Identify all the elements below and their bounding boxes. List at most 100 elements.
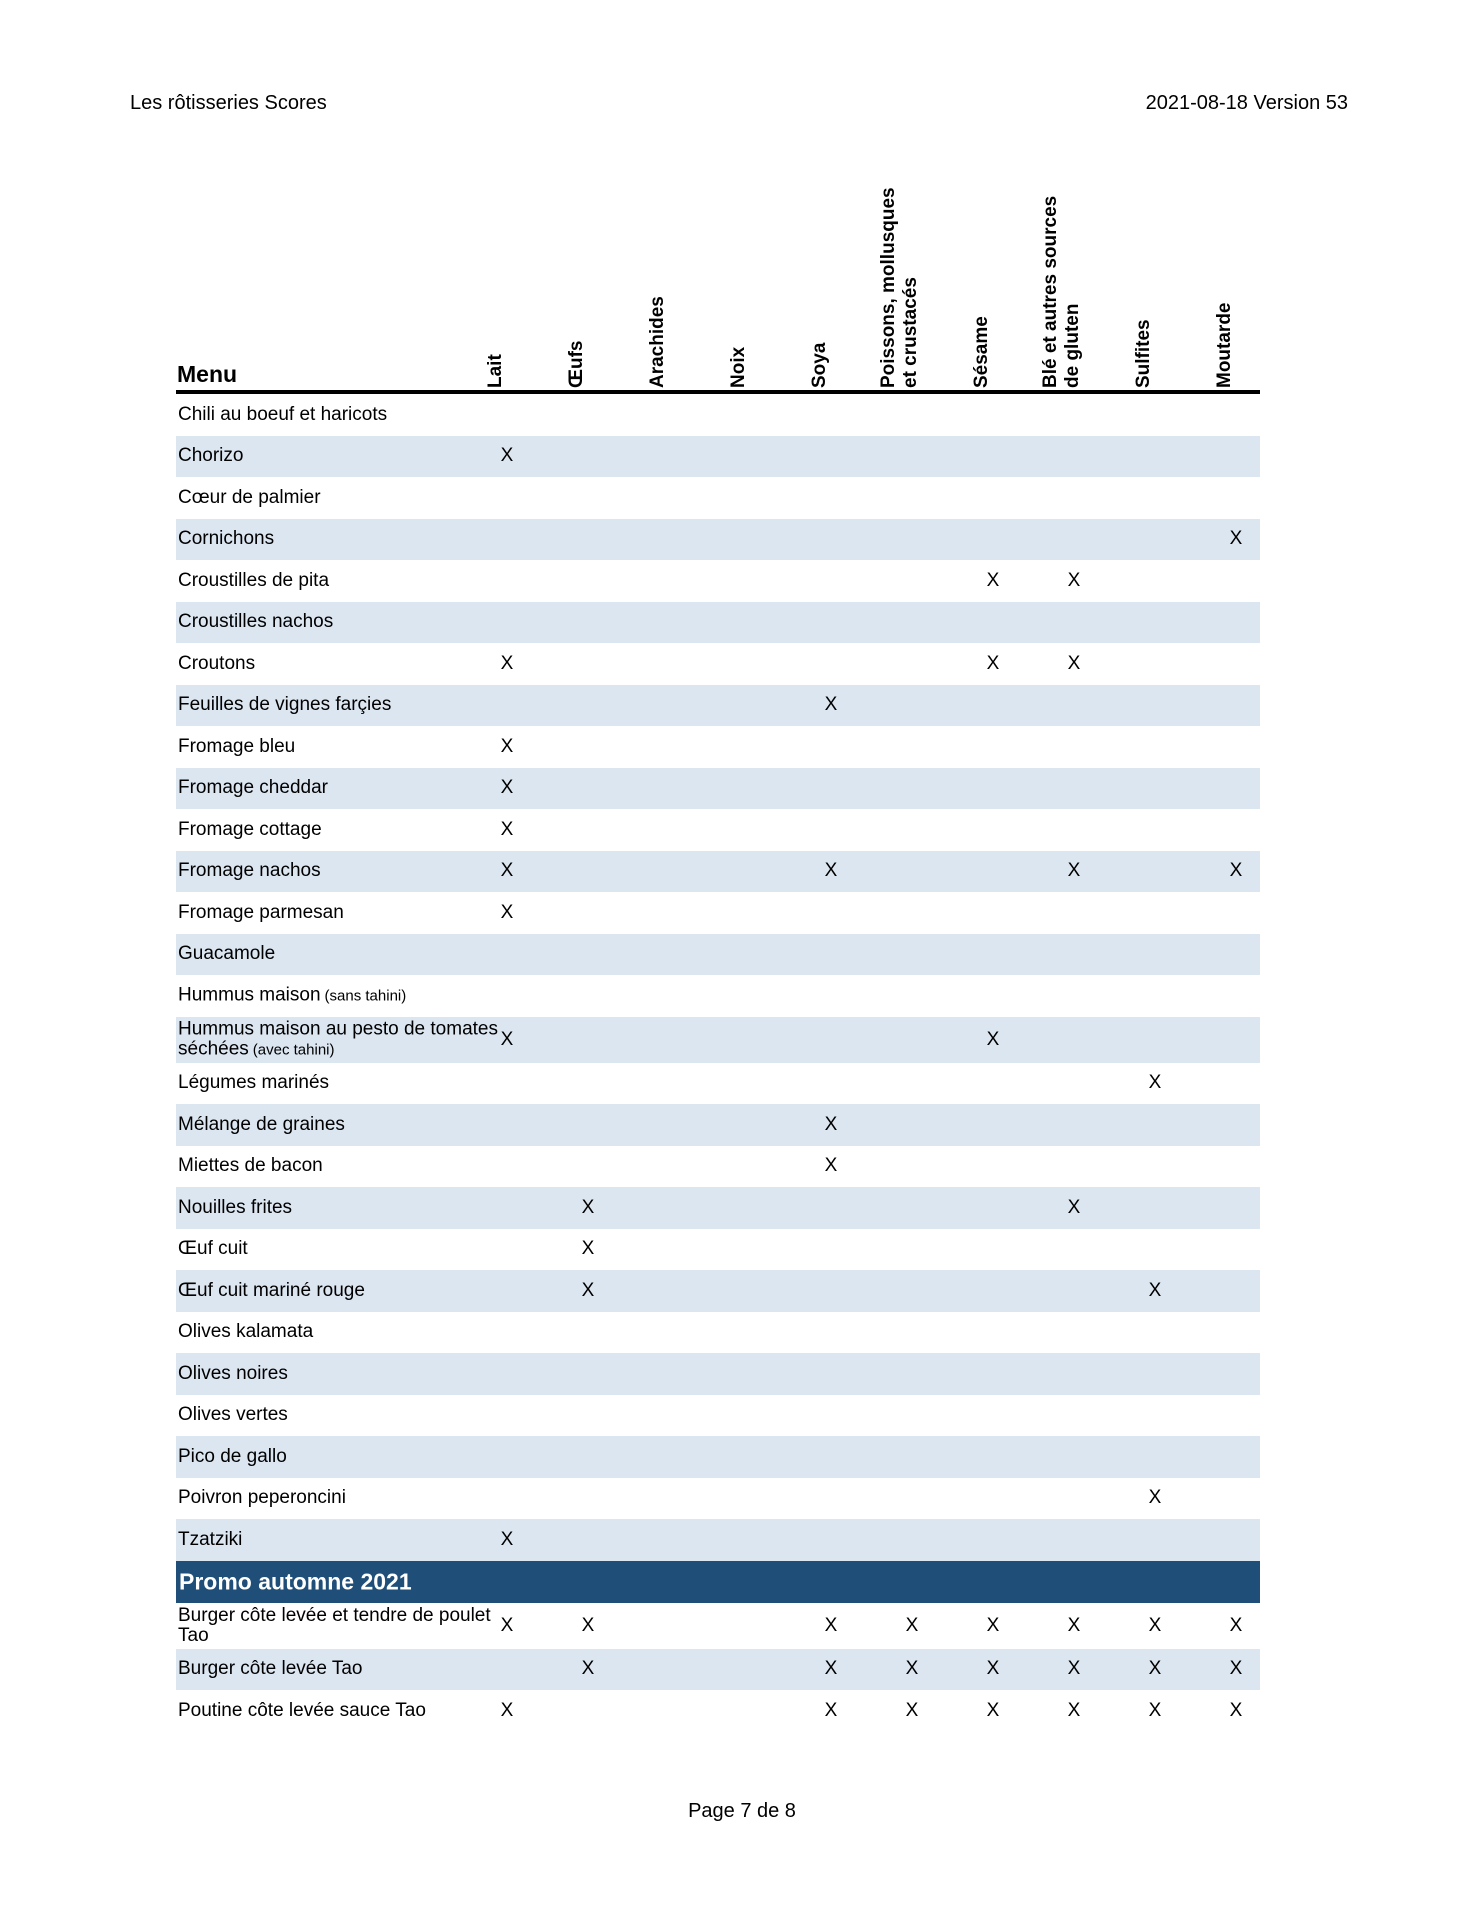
row-label: Guacamole: [178, 944, 275, 964]
table-row: Croustilles de pita X X: [176, 560, 1260, 602]
row-label-text: Croutons: [178, 652, 256, 674]
table-row: Croustilles nachos: [176, 601, 1260, 643]
row-label-line: Cornichons: [178, 529, 274, 549]
allergen-mark-lait: X: [500, 1528, 514, 1550]
allergen-mark-oeufs: X: [581, 1238, 595, 1260]
row-label-text: Nouilles frites: [178, 1196, 293, 1218]
column-header-line: Arachides: [647, 296, 668, 388]
column-header-noix: Noix: [728, 347, 750, 388]
row-label-line: Fromage bleu: [178, 735, 296, 757]
row-label-text: Œuf cuit: [178, 1238, 248, 1260]
row-label-line: Œuf cuit: [178, 1239, 248, 1259]
row-label: Pico de gallo: [178, 1446, 287, 1467]
allergen-mark-sesame: X: [986, 569, 1000, 591]
allergen-mark-moutarde: X: [1229, 860, 1243, 882]
allergen-mark-lait: X: [500, 652, 514, 674]
table-row: Feuilles de vignes farçies X: [176, 684, 1260, 726]
column-header-area: Menu Lait Œufs Arachides Noix Soya Poissons, …: [176, 136, 1260, 390]
table-row: Poivron peperoncini X: [176, 1478, 1260, 1520]
row-label-text: Olives kalamata: [178, 1321, 314, 1343]
allergen-mark-moutarde: X: [1229, 1614, 1243, 1636]
row-label-text: Œuf cuit mariné rouge: [178, 1279, 365, 1301]
allergen-mark-sesame: X: [986, 1614, 1000, 1636]
header-underline: [176, 390, 1260, 394]
table-row: Burger côte levée Tao X X X X X X X: [176, 1648, 1260, 1690]
page-number: Page 7 de 8: [688, 1800, 796, 1822]
allergen-mark-sulfites: X: [1148, 1658, 1162, 1680]
allergen-mark-soya: X: [824, 1155, 838, 1177]
table-row: Croutons X X X: [176, 643, 1260, 685]
column-header-line: Moutarde: [1214, 302, 1235, 389]
row-label-text: Chorizo: [178, 445, 244, 467]
allergen-mark-lait: X: [500, 777, 514, 799]
column-header-line: Sulfites: [1133, 319, 1154, 388]
row-label-line: Légumes marinés: [178, 1073, 329, 1093]
row-label-text: Burger côte levée Tao: [178, 1658, 363, 1680]
document-header-title: Les rôtisseries Scores: [130, 92, 327, 114]
row-label-line: Cœur de palmier: [178, 487, 321, 508]
row-label-line: Hummus maison au pesto de tomates: [178, 1019, 498, 1039]
row-label-line: Croustilles nachos: [178, 612, 333, 632]
allergen-mark-soya: X: [824, 860, 838, 882]
allergen-mark-sulfites: X: [1148, 1614, 1162, 1636]
column-header-line: Œufs: [566, 340, 587, 389]
allergen-mark-sulfites: X: [1148, 1487, 1162, 1509]
row-label-line: Nouilles frites: [178, 1196, 293, 1218]
column-header-line: Lait: [485, 354, 506, 388]
table-row: Mélange de graines X: [176, 1104, 1260, 1146]
table-row: Hummus maison au pesto de tomates séchées…: [176, 1016, 1260, 1063]
row-label-line: Fromage parmesan: [178, 901, 344, 923]
row-label-text: séchées: [178, 1038, 249, 1059]
table-row: Olives noires: [176, 1353, 1260, 1395]
table-row: Pico de gallo: [176, 1436, 1260, 1478]
allergen-mark-poissons: X: [905, 1658, 919, 1680]
column-header-sulfites: Sulfites: [1133, 319, 1155, 388]
row-label-text: Fromage cottage: [178, 818, 322, 840]
allergen-mark-poissons: X: [905, 1614, 919, 1636]
table-row: Olives vertes: [176, 1395, 1260, 1437]
allergen-mark-soya: X: [824, 1614, 838, 1636]
row-label: Fromage cheddar: [178, 778, 328, 798]
allergen-mark-ble: X: [1067, 1658, 1081, 1680]
row-label-line: Chili au boeuf et haricots: [178, 404, 387, 425]
allergen-mark-lait: X: [500, 1614, 514, 1636]
table-row: Cœur de palmier: [176, 477, 1260, 519]
table-row: Cornichons X: [176, 518, 1260, 560]
allergen-mark-soya: X: [824, 1658, 838, 1680]
allergen-mark-ble: X: [1067, 860, 1081, 882]
column-header-oeufs: Œufs: [566, 341, 588, 389]
section-banner: Promo automne 2021: [176, 1560, 1260, 1603]
row-label: Fromage bleu: [178, 735, 296, 757]
allergen-mark-lait: X: [500, 818, 514, 840]
row-label: Poivron peperoncini: [178, 1488, 346, 1508]
row-label-line: Burger côte levée Tao: [178, 1659, 363, 1679]
allergen-mark-oeufs: X: [581, 1658, 595, 1680]
row-label-line: Burger côte levée et tendre de poulet: [178, 1604, 491, 1626]
row-label-text: Fromage bleu: [178, 735, 296, 757]
allergen-mark-sesame: X: [986, 652, 1000, 674]
column-header-line: et crustacés: [900, 277, 921, 388]
row-note: (avec tahini): [252, 1041, 335, 1058]
row-label-text: Burger côte levée et tendre de poulet: [178, 1604, 491, 1626]
table-row: Poutine côte levée sauce Tao X X X X X X X: [176, 1690, 1260, 1732]
row-label-line: Fromage cottage: [178, 818, 322, 840]
table-row: Fromage cheddar X: [176, 767, 1260, 809]
row-label-text: Fromage parmesan: [178, 901, 344, 923]
allergen-mark-lait: X: [500, 901, 514, 923]
allergen-mark-soya: X: [824, 1113, 838, 1135]
table-row: Œuf cuit mariné rouge X X: [176, 1270, 1260, 1312]
document-header-version: 2021-08-18 Version 53: [1145, 92, 1348, 114]
allergen-mark-sulfites: X: [1148, 1279, 1162, 1301]
section-banner-label: Promo automne 2021: [179, 1568, 412, 1594]
allergen-mark-lait: X: [500, 860, 514, 882]
row-label-text: Feuilles de vignes farçies: [178, 694, 392, 716]
row-label: Feuilles de vignes farçies: [178, 695, 391, 715]
allergen-mark-oeufs: X: [581, 1614, 595, 1636]
allergen-mark-sesame: X: [986, 1699, 1000, 1721]
allergen-table: Menu Lait Œufs Arachides Noix Soya Poissons, …: [176, 136, 1260, 1732]
table-row: Hummus maison (sans tahini): [176, 975, 1260, 1017]
table-row: Fromage cottage X: [176, 809, 1260, 851]
row-label-text: Olives noires: [178, 1362, 288, 1384]
column-header-arachides: Arachides: [647, 296, 669, 388]
